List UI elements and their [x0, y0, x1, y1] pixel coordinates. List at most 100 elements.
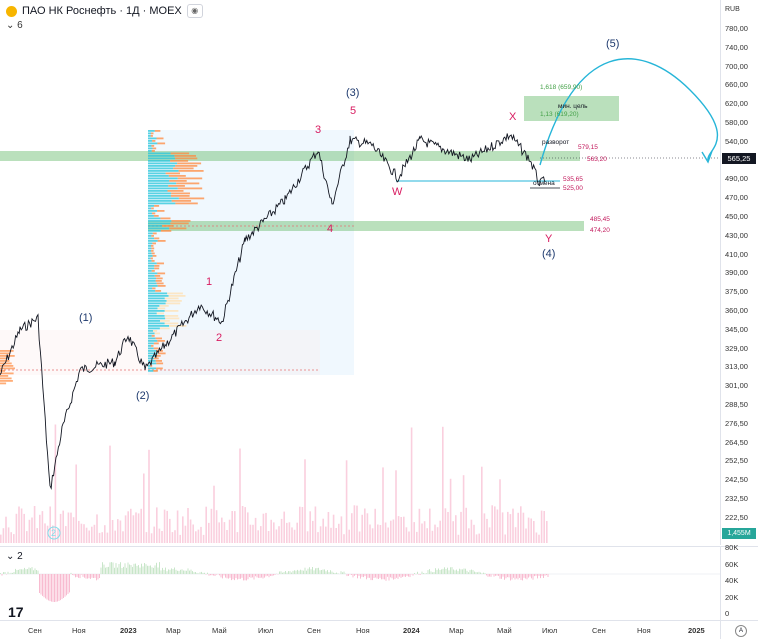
- cancel-label: отмена: [533, 180, 555, 187]
- profile-bar: [155, 275, 161, 277]
- oscillator-bar: [158, 568, 159, 575]
- symbol-title[interactable]: ПАО НК Роснефть · 1Д · MOEX: [22, 5, 182, 17]
- oscillator-bar: [441, 569, 442, 574]
- oscillator-pane[interactable]: ⌄ 2: [0, 546, 720, 621]
- profile-bar: [171, 193, 190, 195]
- volume-bar: [458, 535, 460, 543]
- volume-bar: [60, 514, 62, 543]
- profile-bar: [0, 378, 12, 380]
- volume-bar: [213, 486, 215, 543]
- chevron-down-icon[interactable]: ⌄: [6, 20, 14, 31]
- symbol-info[interactable]: ПАО НК Роснефть · 1Д · MOEX ◉: [6, 4, 203, 18]
- oscillator-bar: [548, 574, 549, 577]
- volume-bar: [34, 506, 36, 543]
- volume-bar: [450, 479, 452, 543]
- oscillator-bar: [417, 572, 418, 574]
- oscillator-bar: [489, 574, 490, 577]
- oscillator-bar: [399, 574, 400, 577]
- oscillator-bar: [149, 566, 150, 574]
- oscillator-header[interactable]: ⌄ 2: [6, 551, 23, 562]
- oscillator-bar: [254, 574, 255, 580]
- profile-bar: [148, 263, 157, 265]
- oscillator-bar: [135, 564, 136, 574]
- profile-bar: [169, 175, 186, 177]
- volume-bar: [317, 532, 319, 543]
- oscillator-bar: [279, 572, 280, 575]
- oscillator-bar: [524, 574, 525, 578]
- wave-label-2: (2): [136, 390, 149, 402]
- profile-bar: [148, 265, 154, 267]
- oscillator-bar: [129, 565, 130, 575]
- volume-bar: [42, 511, 44, 543]
- price-tick: 780,00: [725, 24, 748, 33]
- volume-bar: [244, 507, 246, 543]
- profile-bar: [148, 258, 151, 260]
- oscillator-bar: [108, 567, 109, 574]
- chevron-down-icon[interactable]: ⌄: [6, 551, 14, 562]
- price-tick: 470,00: [725, 193, 748, 202]
- volume-bar: [400, 517, 402, 543]
- oscillator-bar: [77, 574, 78, 577]
- oscillator-bar: [512, 574, 513, 580]
- tradingview-logo-icon[interactable]: 17: [8, 604, 24, 620]
- chart-canvas[interactable]: [0, 0, 720, 545]
- oscillator-bar: [357, 574, 358, 578]
- profile-bar: [148, 330, 153, 332]
- auto-scale-icon[interactable]: A: [735, 625, 747, 637]
- oscillator-bar: [263, 574, 264, 579]
- oscillator-bar: [45, 574, 46, 598]
- oscillator-bar: [534, 574, 535, 576]
- oscillator-bar: [405, 574, 406, 577]
- price-tick: 740,00: [725, 43, 748, 52]
- profile-bar: [151, 245, 154, 247]
- oscillator-bar: [384, 574, 385, 579]
- profile-bar: [148, 350, 156, 352]
- oscillator-bar: [348, 574, 349, 576]
- time-tick: Ноя: [637, 626, 651, 635]
- profile-bar: [168, 190, 184, 192]
- oscillator-bar: [372, 574, 373, 580]
- volume-bar: [70, 513, 72, 543]
- profile-bar: [148, 205, 154, 207]
- profile-bar: [0, 353, 11, 355]
- volume-bar: [515, 527, 517, 543]
- oscillator-bar: [455, 570, 456, 574]
- volume-bar: [309, 511, 311, 543]
- profile-bar: [0, 350, 14, 352]
- volume-bar: [497, 510, 499, 544]
- profile-bar: [148, 155, 174, 157]
- current-price-tag: 565,25: [722, 153, 756, 164]
- volume-bar: [161, 531, 163, 543]
- volume-bar: [237, 532, 239, 543]
- volume-bar: [302, 507, 304, 543]
- oscillator-bar: [53, 574, 54, 602]
- volume-bar: [260, 526, 262, 543]
- indicators-count: 6: [17, 20, 23, 31]
- profile-bar: [171, 153, 190, 155]
- oscillator-bar: [242, 574, 243, 578]
- indicators-collapse[interactable]: ⌄ 6: [6, 20, 23, 31]
- oscillator-bar: [93, 574, 94, 578]
- price-tick: 450,00: [725, 212, 748, 221]
- profile-bar: [162, 225, 173, 227]
- price-tick: 252,50: [725, 456, 748, 465]
- time-tick: 2025: [688, 626, 705, 635]
- currency-label[interactable]: RUB: [725, 6, 740, 13]
- visibility-eye-icon[interactable]: ◉: [187, 4, 203, 18]
- volume-bar: [445, 508, 447, 543]
- volume-bar: [0, 535, 2, 543]
- volume-bar: [387, 528, 389, 544]
- main-chart-pane[interactable]: [0, 0, 720, 545]
- volume-bar: [16, 514, 18, 543]
- oscillator-bar: [395, 574, 396, 579]
- oscillator-bar: [95, 574, 96, 578]
- profile-bar: [0, 358, 7, 360]
- oscillator-bar: [150, 566, 151, 575]
- volume-bar: [406, 527, 408, 543]
- oscillator-bar: [431, 571, 432, 574]
- axis-corner[interactable]: A: [720, 620, 758, 639]
- volume-bar: [200, 527, 202, 543]
